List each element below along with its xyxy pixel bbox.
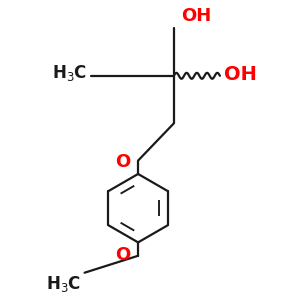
- Text: H$_3$C: H$_3$C: [46, 274, 82, 294]
- Text: O: O: [116, 246, 131, 264]
- Text: H$_3$C: H$_3$C: [52, 63, 88, 83]
- Text: O: O: [116, 153, 131, 171]
- Text: OH: OH: [224, 65, 257, 84]
- Text: OH: OH: [181, 7, 211, 25]
